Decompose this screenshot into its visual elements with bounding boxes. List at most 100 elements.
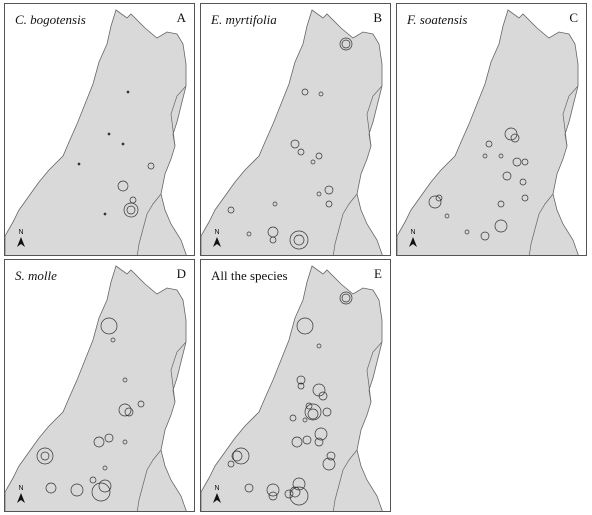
- occurrence-marker: [292, 477, 306, 491]
- north-arrow-icon: [409, 237, 417, 247]
- occurrence-marker: [290, 139, 300, 149]
- occurrence-marker: [147, 162, 155, 170]
- region-land-shape: [5, 9, 187, 255]
- north-arrow: N: [15, 485, 27, 503]
- occurrence-marker: [305, 402, 313, 410]
- occurrence-marker: [302, 435, 312, 445]
- occurrence-marker: [266, 483, 280, 497]
- panel-letter: A: [176, 10, 186, 25]
- north-arrow-icon: [17, 237, 25, 247]
- occurrence-marker: [268, 491, 278, 501]
- occurrence-marker: [272, 201, 278, 207]
- occurrence-marker: [494, 219, 508, 233]
- region-land-shape: [201, 9, 383, 255]
- occurrence-marker: [227, 206, 235, 214]
- north-arrow-icon: [213, 493, 221, 503]
- occurrence-marker: [246, 231, 252, 237]
- north-label: N: [18, 229, 24, 236]
- panel-letter: B: [373, 10, 382, 25]
- occurrence-marker: [498, 153, 504, 159]
- occurrence-marker: [110, 337, 116, 343]
- occurrence-marker: [103, 212, 107, 216]
- occurrence-marker: [521, 194, 529, 202]
- boundary-line: [170, 341, 187, 403]
- occurrence-marker: [289, 486, 301, 498]
- occurrence-marker: [289, 230, 309, 250]
- occurrence-marker: [93, 436, 105, 448]
- occurrence-marker: [444, 213, 450, 219]
- occurrence-marker: [137, 400, 145, 408]
- panel-letter: D: [176, 266, 186, 281]
- occurrence-marker: [284, 489, 294, 499]
- occurrence-marker: [318, 91, 324, 97]
- panel-title: All the species: [211, 268, 288, 283]
- occurrence-marker: [519, 178, 527, 186]
- occurrence-marker: [464, 229, 470, 235]
- north-label: N: [214, 229, 220, 236]
- occurrence-marker: [316, 343, 322, 349]
- occurrence-marker: [324, 185, 334, 195]
- map-panel-c-bogotensis: C. bogotensis A N: [4, 3, 195, 256]
- map-canvas: [5, 9, 187, 255]
- panel-letter: E: [374, 266, 382, 281]
- occurrence-marker: [315, 152, 323, 160]
- occurrence-marker: [227, 460, 235, 468]
- river-line: [136, 449, 162, 511]
- occurrence-marker: [269, 236, 277, 244]
- occurrence-marker: [510, 133, 520, 143]
- occurrence-marker: [104, 433, 114, 443]
- occurrence-marker: [310, 159, 316, 165]
- occurrence-marker: [289, 486, 309, 506]
- occurrence-marker: [297, 148, 305, 156]
- occurrence-marker: [126, 205, 136, 215]
- occurrence-marker: [231, 450, 243, 462]
- boundary-line: [366, 341, 383, 403]
- region-land-shape: [201, 265, 383, 511]
- occurrence-marker: [296, 317, 314, 335]
- occurrence-marker: [326, 451, 336, 461]
- map-canvas: [397, 9, 579, 255]
- occurrence-marker: [121, 142, 125, 146]
- boundary-line: [170, 85, 187, 147]
- occurrence-marker: [341, 39, 351, 49]
- occurrence-marker: [504, 127, 518, 141]
- occurrence-marker: [339, 37, 353, 51]
- occurrence-marker: [77, 162, 81, 166]
- occurrence-marker: [297, 382, 305, 390]
- river-line: [332, 193, 358, 255]
- occurrence-marker: [502, 171, 512, 181]
- map-panel-e-myrtifolia: E. myrtifolia B N: [200, 3, 391, 256]
- occurrence-marker: [118, 403, 132, 417]
- north-label: N: [410, 229, 416, 236]
- north-label: N: [214, 485, 220, 492]
- occurrence-marker: [482, 153, 488, 159]
- occurrence-marker: [107, 132, 111, 136]
- north-arrow: N: [407, 229, 419, 247]
- river-line: [332, 449, 358, 511]
- occurrence-marker: [521, 158, 529, 166]
- occurrence-marker: [339, 291, 353, 305]
- boundary-line: [366, 85, 383, 147]
- occurrence-marker: [296, 375, 306, 385]
- boundary-line: [562, 85, 579, 147]
- river-line: [136, 193, 162, 255]
- occurrence-marker: [123, 202, 139, 218]
- occurrence-marker: [307, 408, 319, 420]
- occurrence-marker: [122, 439, 128, 445]
- occurrence-marker: [428, 195, 442, 209]
- occurrence-marker: [302, 417, 308, 423]
- map-panel-all-species: All the species E N: [200, 259, 391, 512]
- occurrence-marker: [124, 407, 134, 417]
- occurrence-marker: [40, 451, 50, 461]
- occurrence-marker: [100, 317, 118, 335]
- river-line: [528, 193, 554, 255]
- panel-title: S. molle: [15, 268, 57, 283]
- panel-title: F. soatensis: [407, 12, 468, 27]
- occurrence-marker: [316, 191, 322, 197]
- north-label: N: [18, 485, 24, 492]
- occurrence-marker: [314, 437, 324, 447]
- occurrence-marker: [480, 231, 490, 241]
- occurrence-marker: [91, 482, 111, 502]
- occurrence-marker: [289, 414, 297, 422]
- occurrence-marker: [301, 88, 309, 96]
